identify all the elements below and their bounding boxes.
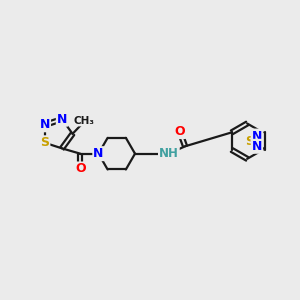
Text: N: N [40, 118, 50, 131]
Text: O: O [75, 163, 86, 176]
Text: O: O [174, 125, 185, 138]
Text: N: N [57, 113, 67, 126]
Text: CH₃: CH₃ [73, 116, 94, 126]
Text: N: N [252, 140, 262, 153]
Text: N: N [252, 130, 262, 142]
Text: S: S [40, 136, 50, 149]
Text: S: S [245, 135, 254, 148]
Text: NH: NH [159, 147, 179, 160]
Text: N: N [93, 147, 104, 160]
